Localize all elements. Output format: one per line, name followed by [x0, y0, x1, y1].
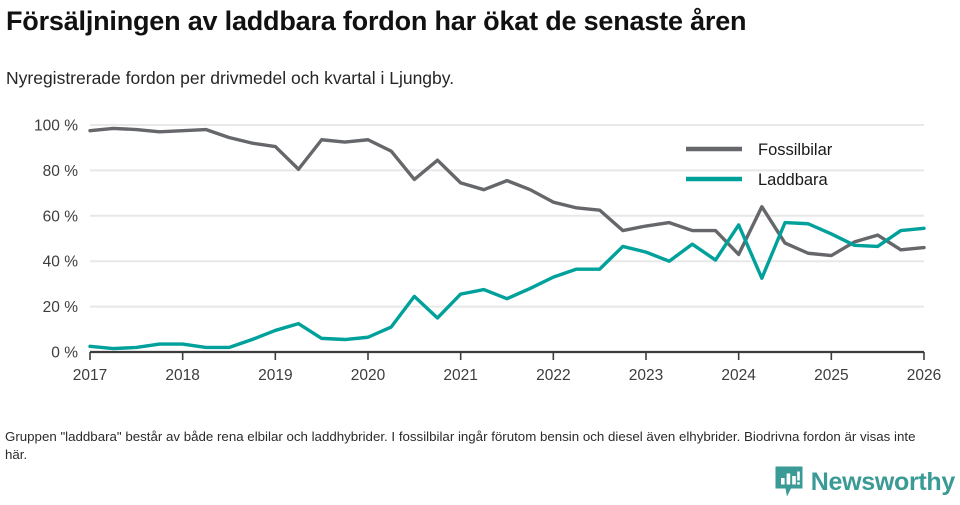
- y-axis-tick-label: 0 %: [51, 345, 78, 362]
- x-axis-tick-label: 2022: [536, 367, 570, 384]
- chart-svg: 0 % 20 % 40 % 60 % 80 % 100 % 2017 2018 2019 202…: [34, 118, 941, 385]
- brand-logo[interactable]: Newsworthy: [774, 465, 955, 499]
- brand-name: Newsworthy: [810, 467, 956, 496]
- y-axis-tick-labels: 0 % 20 % 40 % 60 % 80 % 100 %: [34, 118, 78, 362]
- x-axis-tick-label: 2026: [907, 367, 941, 384]
- page-title: Försäljningen av laddbara fordon har öka…: [6, 6, 747, 36]
- x-axis-tick-label: 2021: [443, 367, 477, 384]
- x-axis-tick-label: 2025: [814, 367, 848, 384]
- x-axis-tick-label: 2020: [351, 367, 386, 384]
- y-axis-tick-label: 20 %: [43, 299, 79, 316]
- x-axis-tick-label: 2018: [165, 367, 199, 384]
- chart-legend: Fossilbilar Laddbara: [686, 141, 833, 189]
- x-axis-tick-label: 2024: [721, 367, 756, 384]
- chart-footnote: Gruppen "laddbara" består av både rena e…: [5, 429, 916, 462]
- y-axis-tick-label: 100 %: [34, 118, 78, 135]
- x-axis-tick-label: 2023: [629, 367, 663, 384]
- x-axis-ticks: [89, 352, 925, 360]
- legend-label: Laddbara: [758, 171, 829, 189]
- x-axis-tick-label: 2019: [258, 367, 292, 384]
- y-axis-tick-label: 60 %: [43, 208, 79, 225]
- y-axis-tick-label: 40 %: [43, 254, 79, 271]
- page-subtitle: Nyregistrerade fordon per drivmedel och …: [6, 68, 455, 88]
- series-line-laddbara: [88, 220, 926, 351]
- x-axis-tick-label: 2017: [73, 367, 107, 384]
- bar-chart-pin-icon: [775, 466, 803, 497]
- line-chart: 0 % 20 % 40 % 60 % 80 % 100 % 2017 2018 2019 202…: [0, 104, 960, 394]
- legend-label: Fossilbilar: [758, 141, 833, 159]
- y-axis-tick-label: 80 %: [43, 163, 79, 180]
- series-lines: [88, 126, 926, 351]
- gridlines: [90, 124, 924, 308]
- x-axis-tick-labels: 2017 2018 2019 2020 2021 2022 2023 2024 2025 2026: [73, 367, 941, 384]
- series-line-fossilbilar: [88, 126, 926, 258]
